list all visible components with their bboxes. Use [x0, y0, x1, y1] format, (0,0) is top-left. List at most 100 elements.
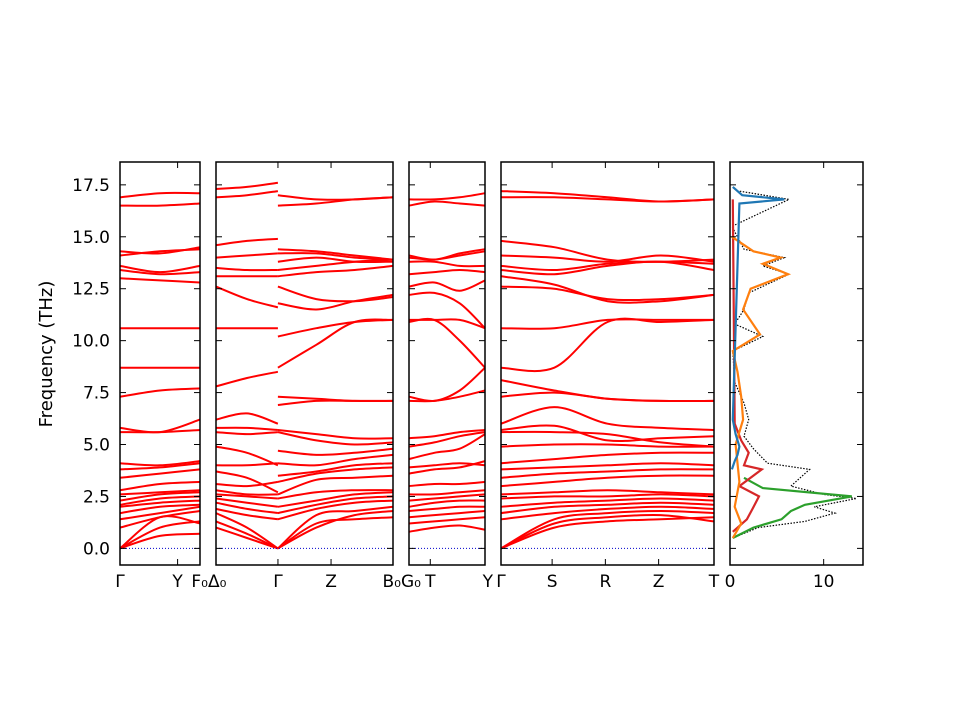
phonon-band-line [215, 501, 279, 515]
phonon-band-line [500, 501, 715, 515]
phonon-band-line [215, 480, 279, 488]
phonon-band-line [277, 248, 394, 261]
dos-x-tick-label: 10 [813, 572, 835, 592]
phonon-band-line [408, 260, 486, 268]
panel-3: G₀ T Y [401, 161, 494, 592]
dos-curve [730, 186, 785, 470]
y-axis-tick-labels: 0.0 2.5 5.0 7.5 10.0 12.5 15.0 17.5 [72, 176, 110, 560]
panel-frame [408, 161, 486, 566]
phonon-band-line [277, 453, 394, 467]
phonon-band-line [215, 489, 278, 496]
phonon-band-line [408, 499, 486, 508]
k-point-label: Γ [273, 572, 283, 592]
phonon-band-line [408, 429, 486, 440]
panel-frame [119, 161, 201, 566]
phonon-band-line [500, 468, 715, 479]
phonon-band-line [277, 466, 394, 483]
phonon-band-line [119, 246, 201, 255]
phonon-band-line [215, 512, 279, 550]
phonon-band-line [500, 424, 715, 443]
phonon-band-line [500, 474, 715, 488]
phonon-band-line [215, 507, 279, 521]
phonon-band-line [119, 468, 201, 479]
phonon-band-line [500, 505, 715, 521]
phonon-band-line [408, 510, 486, 519]
phonon-band-line [408, 366, 486, 403]
k-point-label: Γ [496, 572, 506, 592]
phonon-band-line [277, 252, 394, 261]
phonon-band-line [277, 293, 394, 311]
y-tick-label: 7.5 [83, 384, 110, 404]
phonon-band-line [500, 254, 715, 263]
phonon-band-line [408, 524, 486, 533]
phonon-band-line [119, 264, 201, 274]
k-point-label: R [599, 572, 611, 592]
phonon-band-line [500, 489, 715, 496]
phonon-band-line [408, 462, 486, 469]
dos-frame [729, 161, 864, 566]
k-point-label: T [424, 572, 436, 592]
phonon-band-line [215, 462, 278, 467]
phonon-band-line [408, 493, 486, 502]
phonon-band-line [119, 460, 201, 467]
phonon-band-line [215, 190, 279, 199]
y-tick-label: 12.5 [72, 280, 110, 300]
phonon-band-line [215, 285, 279, 309]
phonon-band-line [408, 505, 486, 512]
phonon-band-line [119, 462, 201, 471]
y-tick-label: 10.0 [72, 332, 110, 352]
k-point-label: Z [325, 572, 337, 592]
y-tick-label: 0.0 [83, 539, 110, 559]
phonon-band-line [215, 520, 279, 550]
phonon-band-line [277, 505, 394, 550]
phonon-band-line [500, 275, 715, 304]
phonon-band-line [277, 431, 394, 446]
phonon-band-line [119, 269, 201, 276]
band-panels: Γ Y F₀ Δ₀ Γ Z B₀ G₀ T Y Γ S R Z T [115, 161, 720, 592]
phonon-band-line [500, 493, 715, 500]
phonon-band-line [408, 480, 486, 488]
dos-curve [731, 190, 857, 539]
phonon-band-line [119, 499, 201, 508]
phonon-band-line [215, 181, 279, 190]
dos-curve [732, 476, 852, 539]
phonon-band-line [500, 462, 715, 471]
phonon-band-line [500, 497, 715, 508]
phonon-band-line [408, 317, 486, 369]
phonon-band-line [215, 497, 279, 508]
panel-1: Γ Y F₀ [115, 161, 208, 592]
k-point-label: T [708, 572, 720, 592]
dos-x-tick-label: 0 [725, 572, 736, 592]
phonon-band-line [277, 285, 394, 303]
phonon-band-line [215, 470, 279, 494]
phonon-band-line [277, 495, 394, 515]
phonon-band-line [277, 489, 394, 500]
phonon-band-line [500, 513, 715, 550]
phonon-band-line [500, 285, 715, 302]
phonon-band-line [119, 520, 201, 550]
k-point-label: Δ₀ [208, 572, 227, 592]
phonon-band-line [215, 237, 278, 247]
phonon-band-line [500, 239, 715, 263]
phonon-band-line [277, 318, 394, 338]
phonon-band-line [277, 462, 394, 477]
phonon-band-line [500, 443, 715, 448]
phonon-band-line [277, 447, 394, 456]
phonon-band-line [119, 510, 201, 529]
phonon-band-line [408, 248, 486, 261]
phonon-band-line [500, 406, 715, 431]
phonon-band-line [119, 532, 201, 550]
k-point-label: B₀ [383, 572, 402, 592]
phonon-band-line [277, 256, 394, 264]
phonon-band-line [277, 474, 394, 496]
phonon-band-line [408, 516, 486, 525]
phonon-band-line [215, 412, 279, 425]
phonon-band-line [500, 451, 715, 465]
phonon-band-line [119, 491, 201, 502]
phonon-band-line [119, 495, 201, 506]
y-axis-label: Frequency (THz) [36, 281, 57, 428]
phonon-band-line [277, 429, 394, 440]
phonon-band-line [408, 389, 486, 403]
